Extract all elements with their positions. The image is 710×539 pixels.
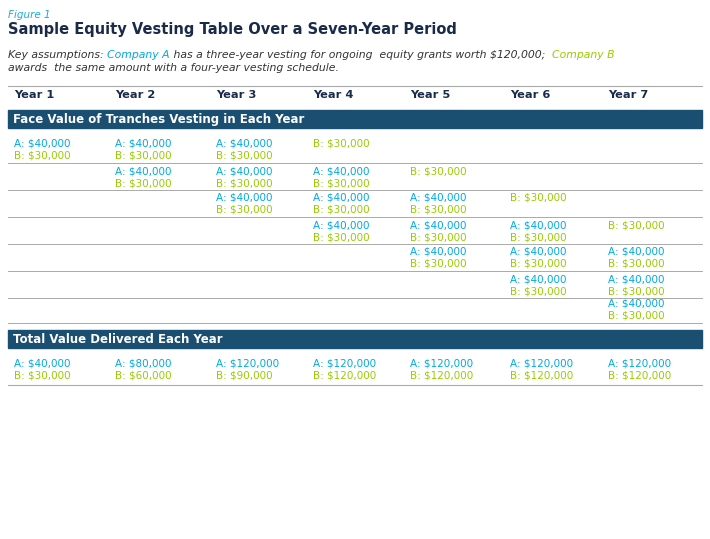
Bar xyxy=(8,110,702,128)
Text: A: $120,000: A: $120,000 xyxy=(608,358,671,368)
Text: B: $30,000: B: $30,000 xyxy=(410,205,466,215)
Text: A: $40,000: A: $40,000 xyxy=(216,166,273,176)
Text: B: $30,000: B: $30,000 xyxy=(608,220,665,230)
Text: A: $40,000: A: $40,000 xyxy=(510,274,567,284)
Text: A: $40,000: A: $40,000 xyxy=(115,166,172,176)
Text: B: $30,000: B: $30,000 xyxy=(510,286,567,296)
Text: Sample Equity Vesting Table Over a Seven-Year Period: Sample Equity Vesting Table Over a Seven… xyxy=(8,22,457,37)
Text: B: $30,000: B: $30,000 xyxy=(608,259,665,269)
Text: B: $30,000: B: $30,000 xyxy=(115,151,172,161)
Text: B: $120,000: B: $120,000 xyxy=(510,370,573,380)
Text: Year 1: Year 1 xyxy=(14,90,54,100)
Text: B: $30,000: B: $30,000 xyxy=(216,151,273,161)
Text: A: $40,000: A: $40,000 xyxy=(510,220,567,230)
Text: A: $40,000: A: $40,000 xyxy=(313,193,369,203)
Text: B: $120,000: B: $120,000 xyxy=(410,370,474,380)
Text: B: $60,000: B: $60,000 xyxy=(115,370,172,380)
Text: awards  the same amount with a four-year vesting schedule.: awards the same amount with a four-year … xyxy=(8,63,339,73)
Text: B: $30,000: B: $30,000 xyxy=(608,286,665,296)
Text: A: $40,000: A: $40,000 xyxy=(410,193,466,203)
Text: Year 3: Year 3 xyxy=(216,90,256,100)
Text: Total Value Delivered Each Year: Total Value Delivered Each Year xyxy=(13,333,223,346)
Text: A: $40,000: A: $40,000 xyxy=(410,247,466,257)
Text: A: $120,000: A: $120,000 xyxy=(410,358,473,368)
Text: Year 6: Year 6 xyxy=(510,90,550,100)
Text: Company B: Company B xyxy=(552,50,615,60)
Text: Year 4: Year 4 xyxy=(313,90,354,100)
Text: A: $40,000: A: $40,000 xyxy=(313,166,369,176)
Text: B: $30,000: B: $30,000 xyxy=(216,205,273,215)
Text: B: $30,000: B: $30,000 xyxy=(510,259,567,269)
Text: Figure 1: Figure 1 xyxy=(8,10,50,20)
Text: A: $80,000: A: $80,000 xyxy=(115,358,172,368)
Text: A: $40,000: A: $40,000 xyxy=(510,247,567,257)
Text: B: $90,000: B: $90,000 xyxy=(216,370,273,380)
Text: A: $40,000: A: $40,000 xyxy=(608,247,665,257)
Text: B: $30,000: B: $30,000 xyxy=(115,178,172,188)
Text: B: $30,000: B: $30,000 xyxy=(510,232,567,242)
Text: A: $40,000: A: $40,000 xyxy=(410,220,466,230)
Text: Key assumptions:: Key assumptions: xyxy=(8,50,107,60)
Text: B: $30,000: B: $30,000 xyxy=(216,178,273,188)
Text: B: $30,000: B: $30,000 xyxy=(410,232,466,242)
Text: A: $40,000: A: $40,000 xyxy=(608,274,665,284)
Text: B: $30,000: B: $30,000 xyxy=(410,166,466,176)
Text: A: $120,000: A: $120,000 xyxy=(313,358,376,368)
Text: A: $40,000: A: $40,000 xyxy=(14,358,70,368)
Text: A: $40,000: A: $40,000 xyxy=(115,139,172,149)
Text: B: $120,000: B: $120,000 xyxy=(608,370,671,380)
Text: B: $30,000: B: $30,000 xyxy=(313,232,370,242)
Text: B: $30,000: B: $30,000 xyxy=(313,139,370,149)
Bar xyxy=(8,330,702,348)
Text: B: $30,000: B: $30,000 xyxy=(608,311,665,321)
Text: A: $120,000: A: $120,000 xyxy=(216,358,279,368)
Text: B: $30,000: B: $30,000 xyxy=(14,151,70,161)
Text: B: $30,000: B: $30,000 xyxy=(14,370,70,380)
Text: A: $40,000: A: $40,000 xyxy=(216,139,273,149)
Text: Year 2: Year 2 xyxy=(115,90,155,100)
Text: has a three-year vesting for ongoing  equity grants worth $120,000;: has a three-year vesting for ongoing equ… xyxy=(170,50,552,60)
Text: B: $30,000: B: $30,000 xyxy=(410,259,466,269)
Text: Year 5: Year 5 xyxy=(410,90,450,100)
Text: A: $40,000: A: $40,000 xyxy=(216,193,273,203)
Text: A: $40,000: A: $40,000 xyxy=(14,139,70,149)
Text: Face Value of Tranches Vesting in Each Year: Face Value of Tranches Vesting in Each Y… xyxy=(13,113,305,126)
Text: A: $40,000: A: $40,000 xyxy=(313,220,369,230)
Text: B: $30,000: B: $30,000 xyxy=(313,178,370,188)
Text: Company A: Company A xyxy=(107,50,170,60)
Text: Year 7: Year 7 xyxy=(608,90,648,100)
Text: B: $30,000: B: $30,000 xyxy=(313,205,370,215)
Text: A: $40,000: A: $40,000 xyxy=(608,299,665,309)
Text: A: $120,000: A: $120,000 xyxy=(510,358,573,368)
Text: B: $30,000: B: $30,000 xyxy=(510,193,567,203)
Text: B: $120,000: B: $120,000 xyxy=(313,370,376,380)
